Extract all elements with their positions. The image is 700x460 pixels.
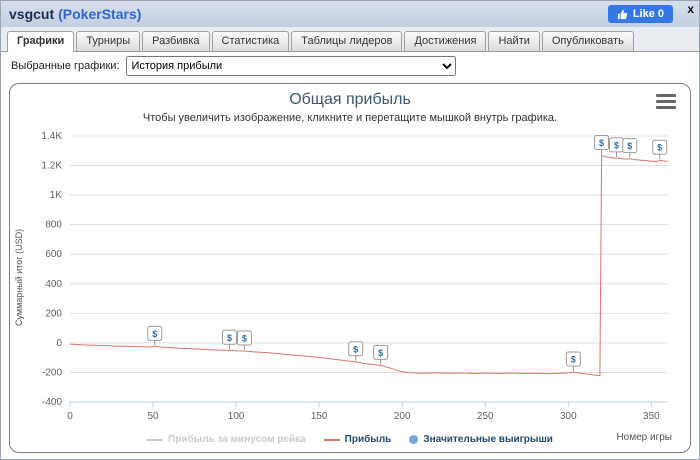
close-button[interactable]: x [687, 2, 694, 16]
significant-win-marker[interactable]: $ [373, 344, 389, 365]
significant-win-marker[interactable]: $ [147, 325, 163, 346]
legend-label: Прибыль за минусом рейка [168, 434, 306, 445]
tab-tournaments[interactable]: Турниры [76, 31, 141, 51]
legend-line-swatch [147, 438, 164, 441]
svg-text:1.4K: 1.4K [41, 131, 62, 142]
significant-win-marker[interactable]: $ [348, 341, 364, 361]
svg-text:$: $ [227, 333, 232, 343]
svg-text:$: $ [353, 344, 358, 354]
legend-item[interactable]: Прибыль за минусом рейка [147, 434, 306, 445]
legend-item[interactable]: Значительные выигрыши [409, 434, 553, 445]
significant-win-marker[interactable]: $ [622, 138, 638, 158]
significant-win-marker[interactable]: $ [565, 351, 581, 372]
tab-breakdown[interactable]: Разбивка [142, 31, 210, 51]
svg-text:$: $ [599, 138, 604, 148]
svg-text:-200: -200 [42, 367, 62, 378]
svg-text:250: 250 [477, 411, 494, 422]
significant-win-marker[interactable]: $ [652, 139, 668, 160]
svg-text:200: 200 [394, 411, 411, 422]
graph-select[interactable]: История прибыли [126, 55, 457, 76]
chart-container: Общая прибыль Чтобы увеличить изображени… [9, 83, 691, 453]
chart-legend: Прибыль за минусом рейка Прибыль Значитель… [10, 434, 690, 445]
svg-text:$: $ [614, 140, 619, 150]
like-button[interactable]: Like 0 [607, 5, 673, 23]
username: vsgcut [9, 6, 55, 22]
graph-selector-label: Выбранные графики: [11, 59, 120, 72]
svg-text:$: $ [657, 143, 662, 153]
svg-text:$: $ [627, 141, 632, 151]
svg-text:$: $ [571, 355, 576, 365]
svg-text:100: 100 [228, 411, 245, 422]
svg-text:400: 400 [45, 279, 62, 290]
svg-text:1K: 1K [50, 190, 63, 201]
svg-text:0: 0 [67, 411, 73, 422]
legend-line-swatch [323, 438, 340, 441]
svg-text:350: 350 [643, 411, 660, 422]
significant-win-marker[interactable]: $ [594, 135, 610, 155]
significant-win-marker[interactable]: $ [236, 330, 252, 351]
legend-label: Прибыль [344, 434, 392, 445]
chart-title: Общая прибыль [289, 91, 411, 108]
chart-plot[interactable]: -400 -200 0 200 400 600 800 1K 1.2K 1.4K 0 50 100 150… [14, 130, 686, 430]
tab-achievements[interactable]: Достижения [404, 31, 487, 51]
svg-text:800: 800 [45, 220, 62, 231]
tab-bar: Графики Турниры Разбивка Статистика Таблицы … [1, 27, 699, 52]
page-title: vsgcut (PokerStars) [9, 6, 141, 22]
tab-graphs[interactable]: Графики [7, 31, 75, 52]
svg-text:1.2K: 1.2K [41, 161, 62, 172]
chart-menu-icon[interactable] [656, 94, 676, 109]
significant-win-marker[interactable]: $ [609, 137, 625, 157]
tab-leaderboards[interactable]: Таблицы лидеров [291, 31, 403, 51]
legend-label: Значительные выигрыши [423, 434, 553, 445]
graph-selector-row: Выбранные графики: История прибыли [1, 52, 699, 79]
svg-text:$: $ [378, 348, 383, 358]
titlebar: vsgcut (PokerStars) Like 0 x [1, 1, 699, 27]
svg-text:300: 300 [560, 411, 577, 422]
x-axis-title: Номер игры [616, 432, 672, 443]
thumbs-up-icon [617, 9, 628, 19]
significant-win-marker[interactable]: $ [221, 329, 237, 350]
tab-find[interactable]: Найти [488, 31, 540, 51]
legend-item[interactable]: Прибыль [323, 434, 392, 445]
svg-text:$: $ [242, 334, 247, 344]
legend-marker-swatch [409, 435, 419, 444]
svg-text:600: 600 [45, 249, 62, 260]
svg-text:-400: -400 [42, 397, 62, 408]
svg-text:50: 50 [147, 411, 159, 422]
svg-text:150: 150 [311, 411, 328, 422]
site-name: (PokerStars) [58, 6, 142, 22]
tab-publish[interactable]: Опубликовать [541, 31, 634, 51]
chart-subtitle: Чтобы увеличить изображение, кликните и … [142, 112, 558, 124]
svg-text:200: 200 [45, 308, 62, 319]
svg-text:0: 0 [56, 338, 62, 349]
svg-text:$: $ [152, 329, 157, 339]
tab-statistics[interactable]: Статистика [211, 31, 290, 51]
like-label: Like 0 [632, 8, 664, 20]
